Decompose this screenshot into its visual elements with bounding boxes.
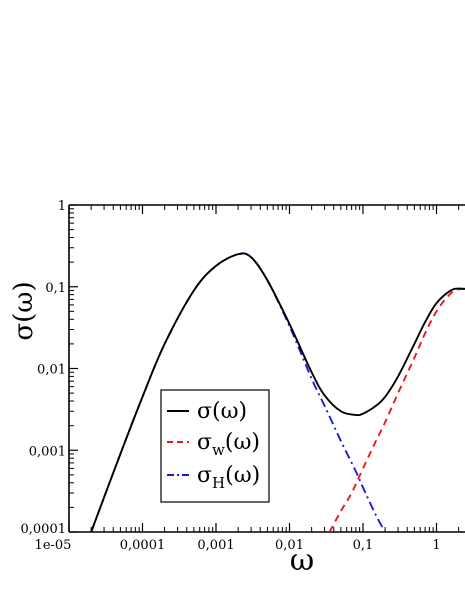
- x-tick-label: 0,1: [353, 538, 374, 553]
- x-tick-label: 0,01: [275, 538, 304, 553]
- legend-symbol: σ: [197, 463, 212, 488]
- legend-symbol: σ: [197, 399, 212, 424]
- legend-argument: (ω): [225, 430, 260, 455]
- y-tick-label: 0,01: [37, 363, 66, 378]
- legend-box: [160, 389, 270, 503]
- legend-label-0: σ(ω): [197, 399, 247, 424]
- legend-subscript: H: [212, 474, 225, 492]
- series-line-1: [328, 288, 465, 532]
- y-axis-ticks: 0,0001 0,001 0,01 0,1 1: [21, 199, 78, 537]
- legend-label-2: σH(ω): [197, 463, 260, 492]
- y-tick-label: 0,001: [29, 444, 66, 459]
- x-tick-label: 1: [432, 538, 440, 553]
- y-axis-label: σ(ω): [9, 281, 39, 340]
- legend: σ(ω)σw(ω)σH(ω): [160, 389, 270, 503]
- series-layer: [90, 252, 465, 532]
- y-tick-label: 0,0001: [21, 522, 67, 537]
- y-tick-label: 1: [58, 199, 66, 214]
- x-tick-label: 0,001: [197, 538, 234, 553]
- legend-argument: (ω): [212, 399, 247, 424]
- x-axis-label: ω: [290, 543, 314, 578]
- y-tick-label: 0,1: [45, 281, 66, 296]
- legend-symbol: σ: [197, 430, 212, 455]
- series-line-0: [90, 252, 465, 532]
- legend-subscript: w: [212, 441, 225, 459]
- x-tick-label: 1e-05: [35, 538, 72, 553]
- legend-label-1: σw(ω): [197, 430, 260, 459]
- legend-argument: (ω): [225, 463, 260, 488]
- x-tick-label: 0,0001: [120, 538, 166, 553]
